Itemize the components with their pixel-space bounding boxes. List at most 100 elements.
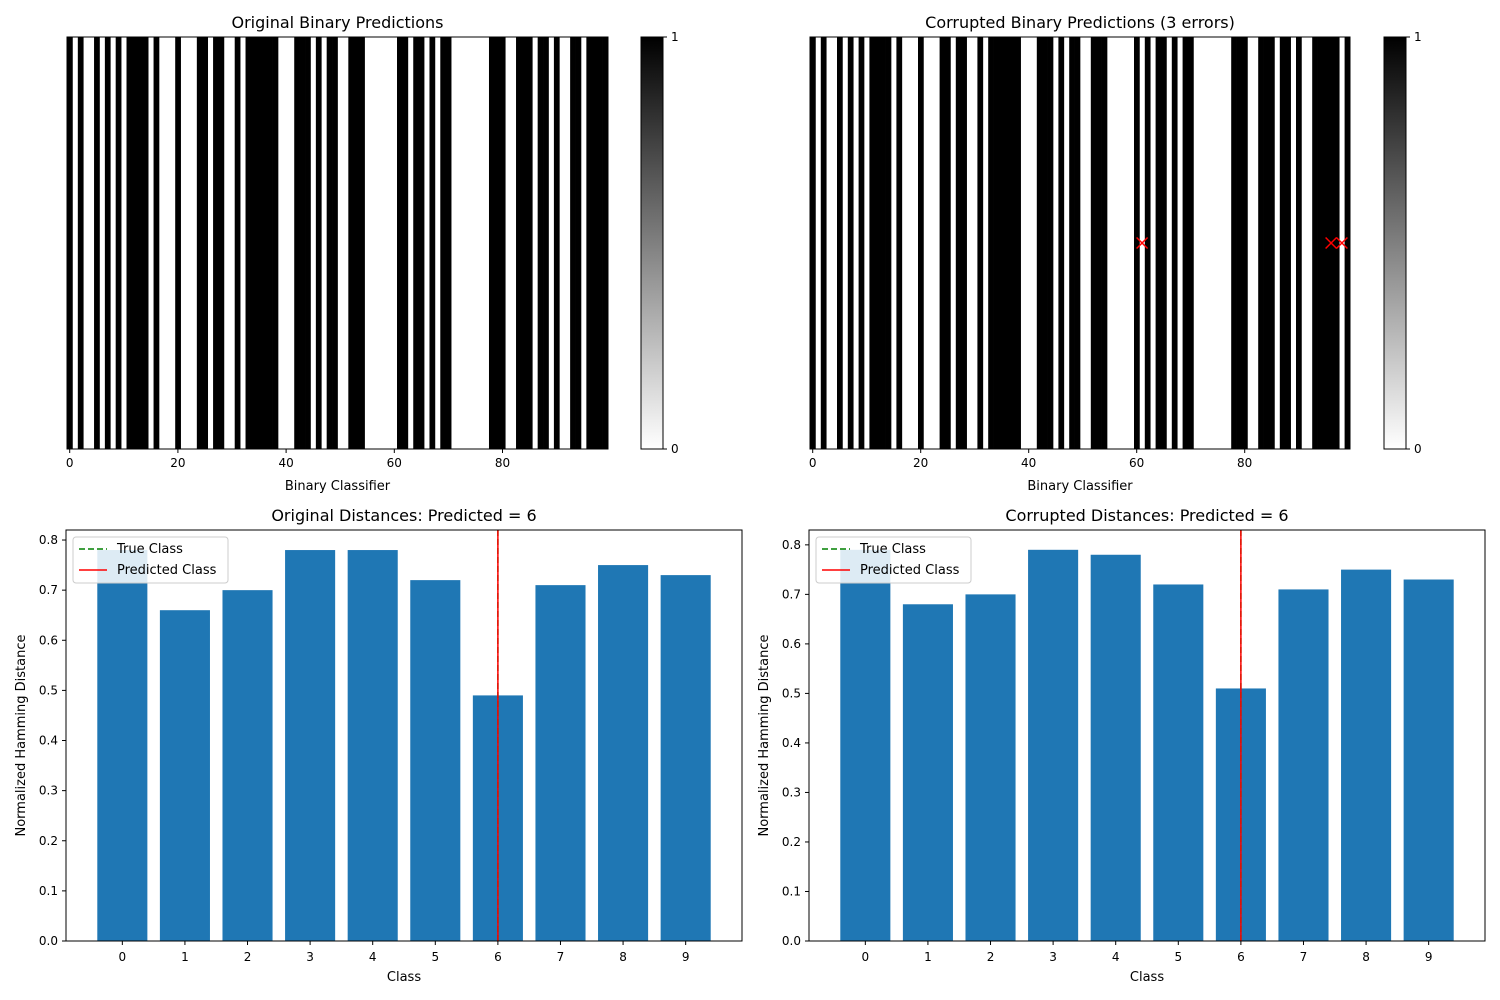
heatmap-cell <box>494 37 501 449</box>
heatmap-cell <box>402 37 409 449</box>
heatmap-cell <box>1312 37 1318 449</box>
heatmap-cell <box>315 37 322 449</box>
heatmap-cell <box>326 37 333 449</box>
heatmap-cell <box>1058 37 1065 449</box>
y-tick-label: 0.2 <box>782 835 801 849</box>
bar <box>1028 549 1079 941</box>
heatmap-cell <box>353 37 360 449</box>
y-tick-label: 0.5 <box>39 683 58 697</box>
heatmap-cell <box>1296 37 1302 449</box>
heatmap-panel-0: 0 20 40 60 80 Original Binary Predictions Bina… <box>66 13 679 494</box>
heatmap-cell <box>516 37 522 449</box>
heatmap-cell <box>272 37 279 449</box>
bar <box>1090 554 1141 941</box>
heatmap-cell <box>142 37 149 449</box>
heatmap-cell <box>1004 37 1011 449</box>
heatmap-cell <box>1074 37 1081 449</box>
heatmap-cell <box>1047 37 1054 449</box>
colorbar-gradient <box>640 36 664 450</box>
colorbar-tick-label: 0 <box>671 442 679 456</box>
legend-box <box>72 536 229 584</box>
x-axis-label: Binary Classifier <box>285 479 391 494</box>
heatmap-cell <box>440 37 447 449</box>
heatmap-cell <box>445 37 452 449</box>
y-axis-label: Normalized Hamming Distance <box>14 634 29 836</box>
x-tick-label: 60 <box>1129 456 1144 470</box>
bar <box>902 604 953 941</box>
y-tick-label: 0.0 <box>39 934 58 948</box>
heatmap-cell <box>218 37 225 449</box>
heatmap-cell <box>988 37 994 449</box>
bar <box>347 550 398 941</box>
heatmap-cell <box>1090 37 1097 449</box>
heatmap-cell <box>874 37 881 449</box>
colorbar: 01 <box>1383 30 1422 456</box>
x-tick-label: 6 <box>1237 950 1245 964</box>
heatmap-cell <box>397 37 403 449</box>
heatmap-cell <box>94 37 100 449</box>
y-tick-label: 0.6 <box>39 633 58 647</box>
heatmap-cell <box>1161 37 1167 449</box>
x-tick-label: 0 <box>66 456 74 470</box>
chart-title: Original Distances: Predicted = 6 <box>271 506 536 525</box>
heatmap-cell <box>1344 37 1351 449</box>
colorbar-tick-label: 1 <box>671 30 679 44</box>
x-tick-label: 40 <box>278 456 293 470</box>
x-tick-label: 40 <box>1021 456 1036 470</box>
heatmap-cell <box>880 37 886 449</box>
bar <box>660 575 711 941</box>
x-tick-label: 0 <box>809 456 817 470</box>
chart-title: Corrupted Binary Predictions (3 errors) <box>925 13 1235 32</box>
heatmap-cell <box>586 37 593 449</box>
heatmap-cell <box>348 37 355 449</box>
heatmap-cell <box>810 37 816 449</box>
heatmap-cell <box>488 37 495 449</box>
bar <box>598 565 649 941</box>
heatmap-cell <box>820 37 827 449</box>
x-tick-label: 9 <box>682 950 690 964</box>
x-tick-label: 2 <box>244 950 252 964</box>
x-tick-label: 6 <box>494 950 502 964</box>
x-tick-label: 9 <box>1425 950 1433 964</box>
bar <box>159 610 210 941</box>
heatmap-cell <box>602 37 609 449</box>
heatmap-cell <box>213 37 219 449</box>
heatmap-cell <box>993 37 1000 449</box>
y-tick-label: 0.8 <box>39 533 58 547</box>
x-tick-label: 8 <box>619 950 627 964</box>
x-tick-label: 20 <box>913 456 928 470</box>
heatmap-cell <box>837 37 843 449</box>
bar <box>222 590 273 941</box>
bar-panel-3: 0 1 2 3 4 5 6 7 8 9 0.0 0.1 0.2 0.3 0.4 0.5 0.6 0.7 0.8 Cor… <box>757 506 1486 985</box>
error-marker <box>1325 236 1338 250</box>
heatmap-cell <box>597 37 603 449</box>
chart-title: Original Binary Predictions <box>231 13 443 32</box>
heatmap-cell <box>1015 37 1021 449</box>
legend-box <box>815 536 972 584</box>
heatmap-cell <box>104 37 111 449</box>
heatmap-cell <box>202 37 209 449</box>
heatmap-cell <box>137 37 144 449</box>
heatmap-cell <box>1069 37 1075 449</box>
legend: True Class Predicted Class <box>815 536 972 584</box>
x-tick-label: 2 <box>987 950 995 964</box>
y-tick-label: 0.3 <box>782 785 801 799</box>
heatmap-cell <box>896 37 903 449</box>
heatmap-cell <box>977 37 984 449</box>
heatmap-cell <box>1258 37 1264 449</box>
x-axis-label: Binary Classifier <box>1027 479 1133 494</box>
heatmap-cell <box>418 37 425 449</box>
heatmap-frame <box>809 36 1351 450</box>
y-tick-label: 0.7 <box>39 583 58 597</box>
heatmap-cell <box>267 37 273 449</box>
heatmap-cell <box>869 37 876 449</box>
heatmap-cell <box>1134 37 1140 449</box>
x-tick-label: 7 <box>557 950 565 964</box>
heatmap-cell <box>526 37 533 449</box>
x-tick-label: 0 <box>862 950 870 964</box>
bar-panel-2: 0 1 2 3 4 5 6 7 8 9 0.0 0.1 0.2 0.3 0.4 0.5 0.6 0.7 0.8 Ori… <box>14 506 743 985</box>
heatmap-cell <box>294 37 300 449</box>
chart-title: Corrupted Distances: Predicted = 6 <box>1005 506 1288 525</box>
x-tick-label: 0 <box>119 950 127 964</box>
x-tick-label: 1 <box>181 950 189 964</box>
